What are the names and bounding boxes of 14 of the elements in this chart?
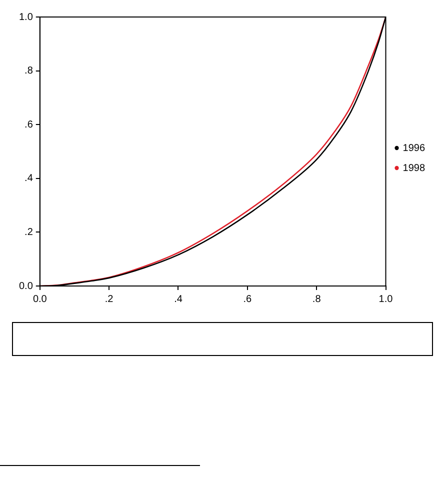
x-tick-label: .4	[174, 294, 183, 305]
x-tick-label: .6	[243, 294, 252, 305]
x-tick-label: .2	[104, 294, 114, 305]
y-tick-label: 0.0	[18, 280, 34, 292]
y-tick-label: 1.0	[18, 12, 34, 23]
x-tick-label: 0.0	[32, 294, 48, 305]
y-tick-label: .4	[24, 173, 34, 184]
y-tick-label: .6	[24, 119, 34, 130]
legend-label: 1998	[402, 162, 426, 174]
x-tick-label: 1.0	[378, 294, 394, 305]
y-tick-label: .2	[24, 226, 34, 238]
y-tick-label: .8	[24, 66, 34, 77]
legend-label: 1996	[402, 142, 426, 154]
x-tick-label: .8	[312, 294, 322, 305]
